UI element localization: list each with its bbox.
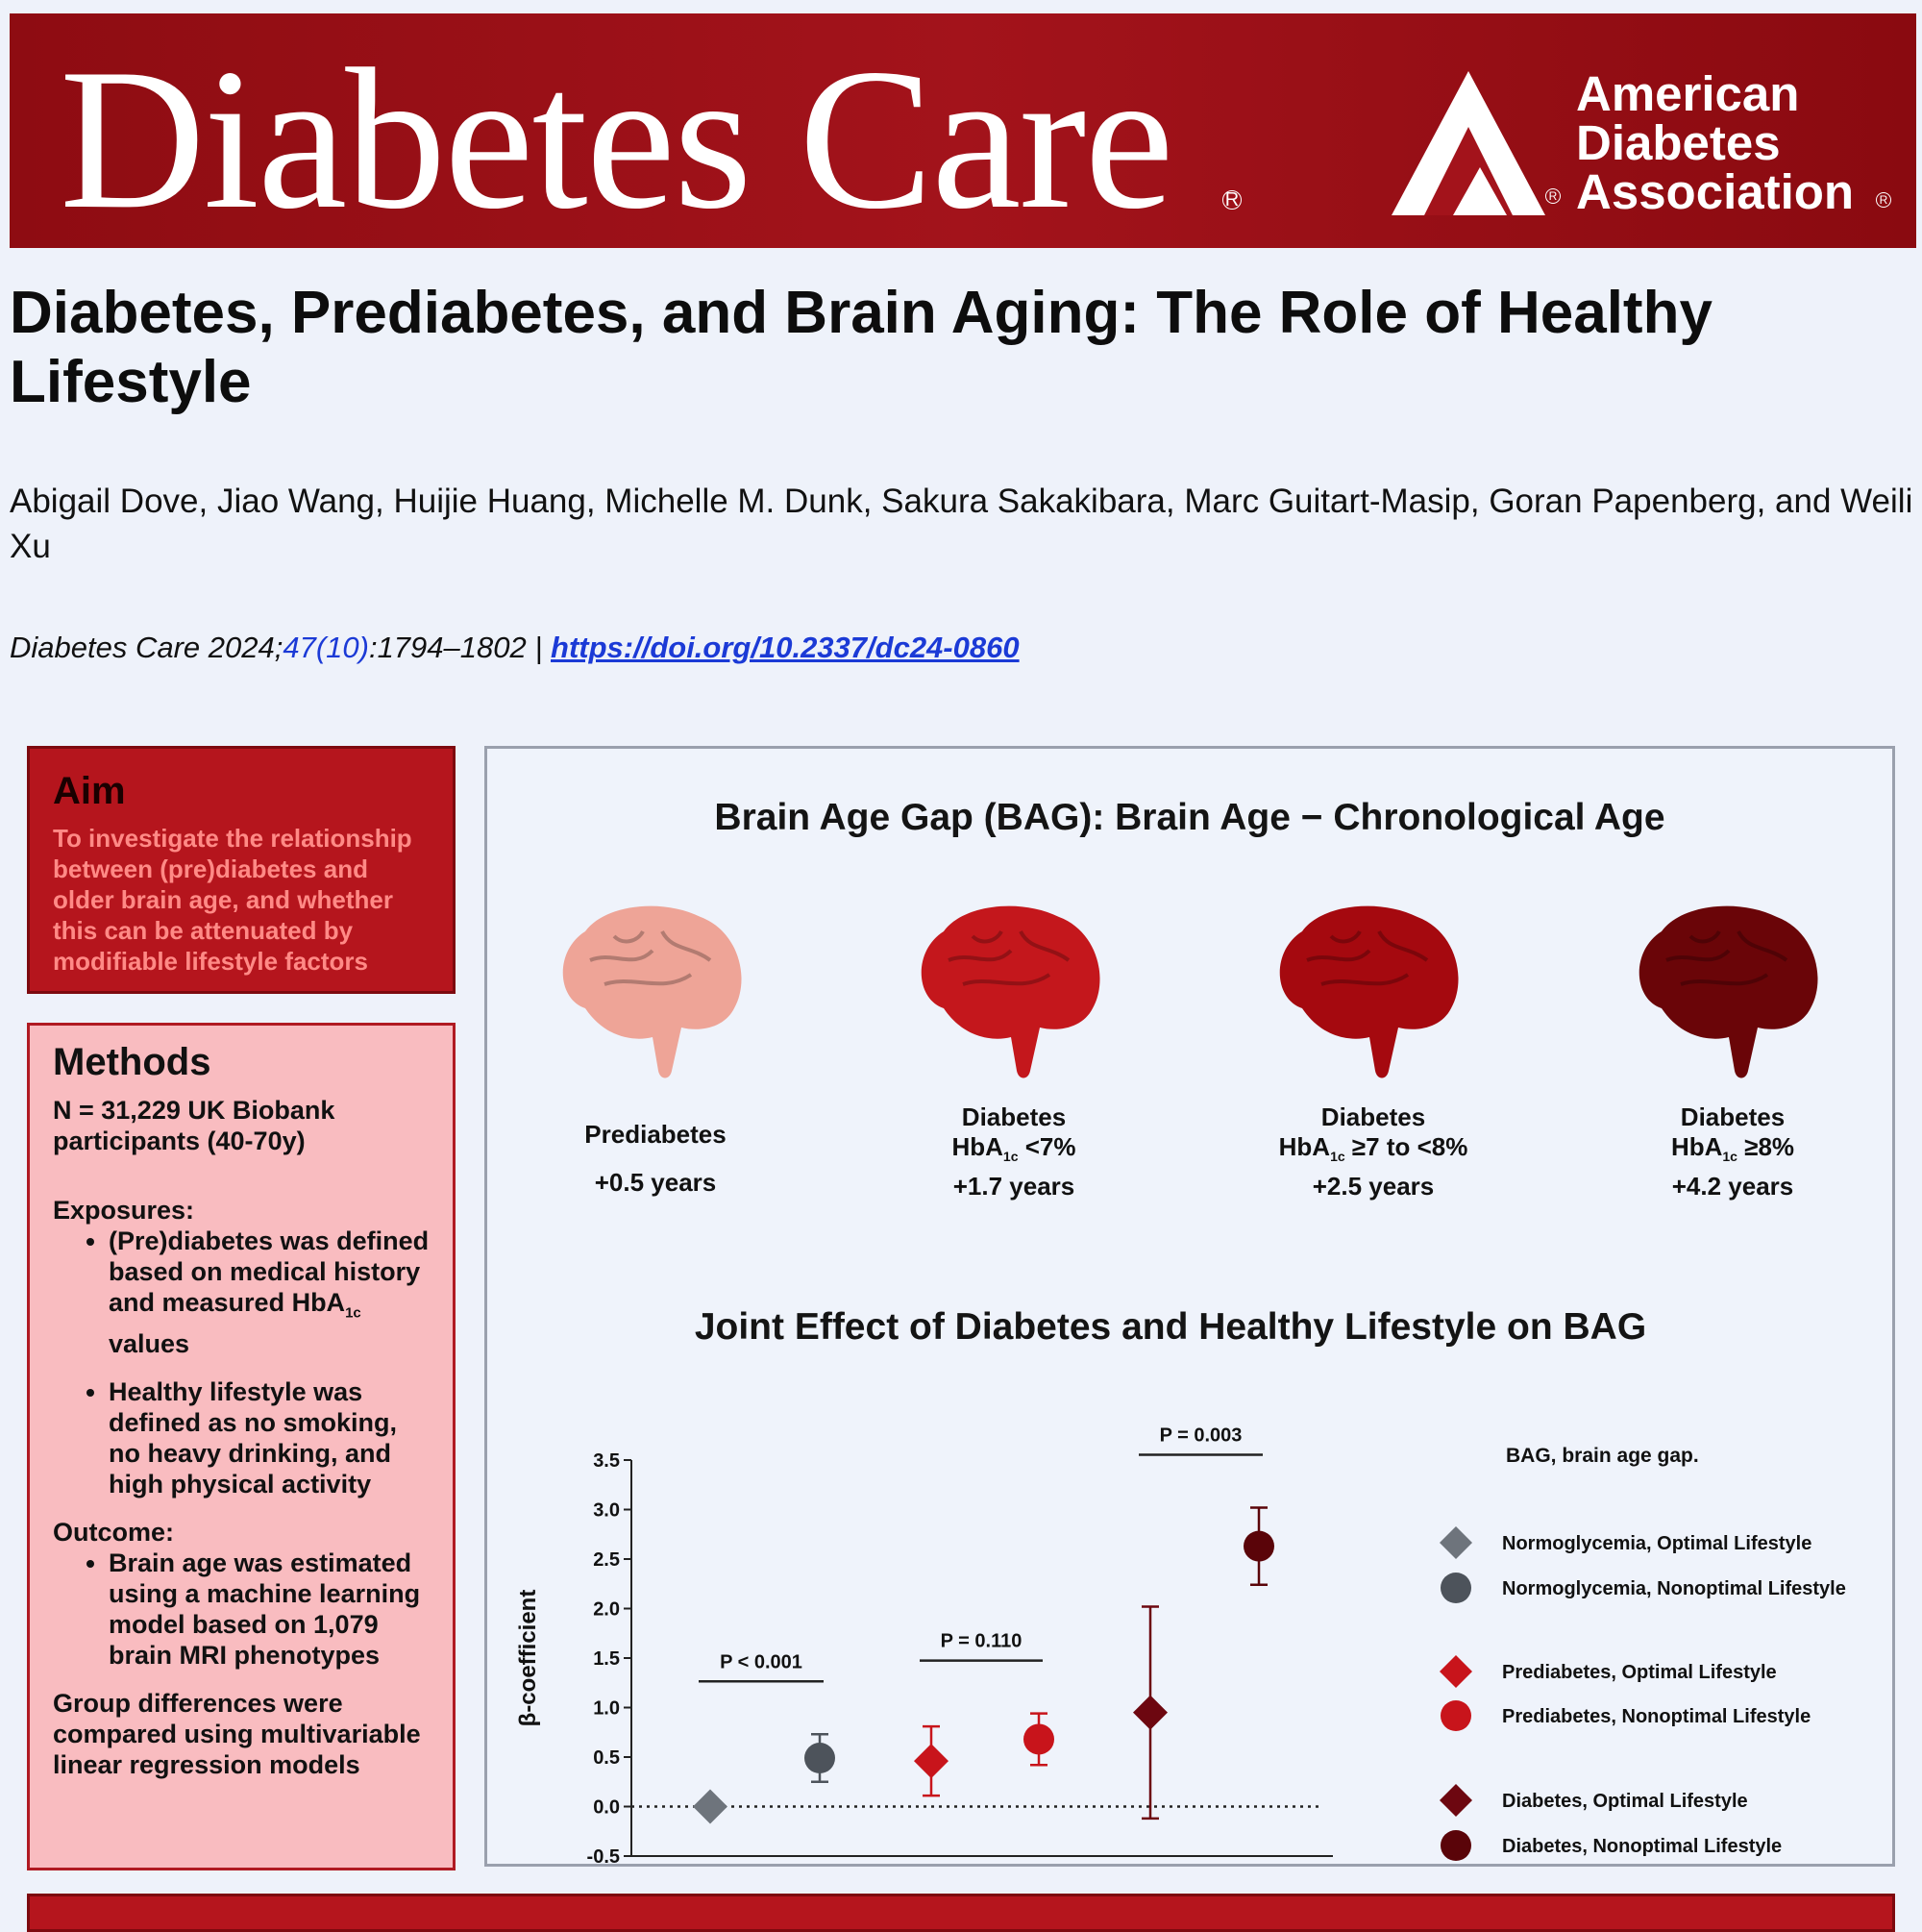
aim-box: Aim To investigate the relationship betw… xyxy=(27,746,456,994)
group-label-diabetes-ge8: Diabetes HbA1c ≥8% xyxy=(1574,1102,1891,1172)
legend-marker-diamond xyxy=(1440,1526,1472,1559)
article-authors: Abigail Dove, Jiao Wang, Huijie Huang, M… xyxy=(10,483,1913,565)
group-name: Diabetes xyxy=(961,1102,1067,1131)
data-point-circle xyxy=(804,1743,835,1774)
group-label-prediabetes: Prediabetes xyxy=(584,1120,727,1149)
legend-label: Normoglycemia, Nonoptimal Lifestyle xyxy=(1502,1578,1846,1599)
group-hba: HbA1c <7% xyxy=(951,1132,1076,1165)
legend-label: Prediabetes, Nonoptimal Lifestyle xyxy=(1502,1706,1811,1727)
y-axis-label: β-coefficient xyxy=(515,1590,541,1727)
issue-link[interactable]: 47(10) xyxy=(283,631,369,664)
citation-pages: :1794–1802 xyxy=(368,631,527,664)
citation-separator: | xyxy=(526,631,552,664)
legend-marker-diamond xyxy=(1440,1784,1472,1817)
legend-marker-circle xyxy=(1441,1700,1471,1731)
data-point-circle xyxy=(1023,1723,1054,1755)
methods-population: N = 31,229 UK Biobank participants (40-7… xyxy=(53,1096,335,1155)
legend-label: Prediabetes, Optimal Lifestyle xyxy=(1502,1662,1777,1683)
results-panel: Brain Age Gap (BAG): Brain Age − Chronol… xyxy=(484,746,1895,1867)
gain-diabetes-ge8: +4.2 years xyxy=(1671,1172,1794,1201)
y-tick-label: 2.0 xyxy=(593,1599,620,1621)
registered-mark: R xyxy=(1222,190,1242,210)
exposures-label: Exposures: xyxy=(53,1196,195,1225)
exposure-1-end: values xyxy=(109,1329,190,1359)
data-point-circle xyxy=(1244,1530,1274,1562)
aim-heading: Aim xyxy=(53,770,126,812)
gain-diabetes-lt7: +1.7 years xyxy=(952,1172,1075,1201)
methods-box: Methods N = 31,229 UK Biobank participan… xyxy=(27,1023,456,1870)
ada-registered-mark-1: R xyxy=(1545,188,1561,204)
y-tick-label: 1.0 xyxy=(593,1698,620,1720)
journal-name: Diabetes Care xyxy=(60,28,1174,251)
gain-diabetes-7to8: +2.5 years xyxy=(1312,1172,1435,1201)
legend-marker-circle xyxy=(1441,1573,1471,1603)
exposure-item-2: Healthy lifestyle was defined as no smok… xyxy=(109,1376,430,1499)
legend-marker-diamond xyxy=(1440,1655,1472,1688)
y-tick-label: 0.0 xyxy=(593,1797,620,1819)
p-value-label: P = 0.110 xyxy=(941,1631,1023,1652)
y-tick-label: -0.5 xyxy=(587,1846,620,1864)
ada-line-1: American xyxy=(1576,66,1800,121)
legend-label: Diabetes, Nonoptimal Lifestyle xyxy=(1502,1836,1782,1857)
article-citation: Diabetes Care 2024;47(10):1794–1802 | ht… xyxy=(10,631,1020,665)
outcome-item-1: Brain age was estimated using a machine … xyxy=(109,1548,430,1671)
group-label-diabetes-7to8: Diabetes HbA1c ≥7 to <8% xyxy=(1215,1102,1532,1172)
p-value-label: P < 0.001 xyxy=(720,1651,802,1672)
group-name: Diabetes xyxy=(1320,1102,1426,1131)
y-tick-label: 2.5 xyxy=(593,1549,620,1571)
exposure-1-subscript: 1c xyxy=(345,1304,361,1322)
article-title: Diabetes, Prediabetes, and Brain Aging: … xyxy=(10,280,1713,415)
brain-icon-diabetes-lt7 xyxy=(921,905,1100,1078)
brain-icon-prediabetes xyxy=(562,905,742,1078)
y-tick-label: 0.5 xyxy=(593,1747,620,1769)
y-tick-label: 3.0 xyxy=(593,1500,620,1522)
aim-text: To investigate the relationship between … xyxy=(53,824,412,976)
p-value-label: P = 0.003 xyxy=(1160,1424,1243,1446)
brain-icon-diabetes-7to8 xyxy=(1279,905,1459,1078)
group-name: Diabetes xyxy=(1680,1102,1786,1131)
methods-heading: Methods xyxy=(53,1041,211,1083)
ada-line-3: Association xyxy=(1576,164,1855,219)
group-label-diabetes-lt7: Diabetes HbA1c <7% xyxy=(855,1102,1172,1172)
group-hba: HbA1c ≥7 to <8% xyxy=(1278,1132,1468,1165)
data-point-diamond xyxy=(914,1744,949,1779)
joint-effect-chart: 3.5 3.0 2.5 2.0 1.5 1.0 0.5 0.0 -0.5 β-coefficien… xyxy=(515,1424,1846,1864)
y-tick-label: 1.5 xyxy=(593,1648,620,1670)
bag-section-title: Brain Age Gap (BAG): Brain Age − Chronol… xyxy=(714,797,1665,838)
outcome-list: Brain age was estimated using a machine … xyxy=(53,1548,430,1671)
ada-wordmark: American Diabetes Association xyxy=(1576,69,1854,216)
legend-marker-circle xyxy=(1441,1830,1471,1861)
conclusion-bar xyxy=(27,1894,1895,1932)
data-point-diamond xyxy=(1133,1695,1168,1730)
gain-prediabetes: +0.5 years xyxy=(594,1168,717,1197)
ada-registered-mark-2: R xyxy=(1876,192,1891,208)
exposure-item-1: (Pre)diabetes was defined based on medic… xyxy=(109,1226,430,1359)
exposures-list: (Pre)diabetes was defined based on medic… xyxy=(53,1226,430,1499)
joint-section-title: Joint Effect of Diabetes and Healthy Lif… xyxy=(694,1306,1647,1348)
brain-icon-diabetes-ge8 xyxy=(1639,905,1818,1078)
legend-label: Diabetes, Optimal Lifestyle xyxy=(1502,1791,1748,1812)
citation-prefix: Diabetes Care 2024; xyxy=(10,631,283,664)
legend-label: Normoglycemia, Optimal Lifestyle xyxy=(1502,1533,1811,1554)
doi-link[interactable]: https://doi.org/10.2337/dc24-0860 xyxy=(551,631,1020,664)
exposure-1-text: (Pre)diabetes was defined based on medic… xyxy=(109,1226,430,1317)
journal-banner: Diabetes Care R R American Diabetes Asso… xyxy=(10,13,1916,248)
y-tick-label: 3.5 xyxy=(593,1450,620,1472)
data-point-diamond xyxy=(693,1789,727,1824)
ada-triangle-logo xyxy=(1392,71,1545,215)
methods-analysis: Group differences were compared using mu… xyxy=(53,1689,421,1780)
outcome-label: Outcome: xyxy=(53,1518,175,1548)
chart-footnote: BAG, brain age gap. xyxy=(1506,1445,1699,1467)
group-hba: HbA1c ≥8% xyxy=(1670,1132,1795,1165)
ada-line-2: Diabetes xyxy=(1576,115,1781,170)
